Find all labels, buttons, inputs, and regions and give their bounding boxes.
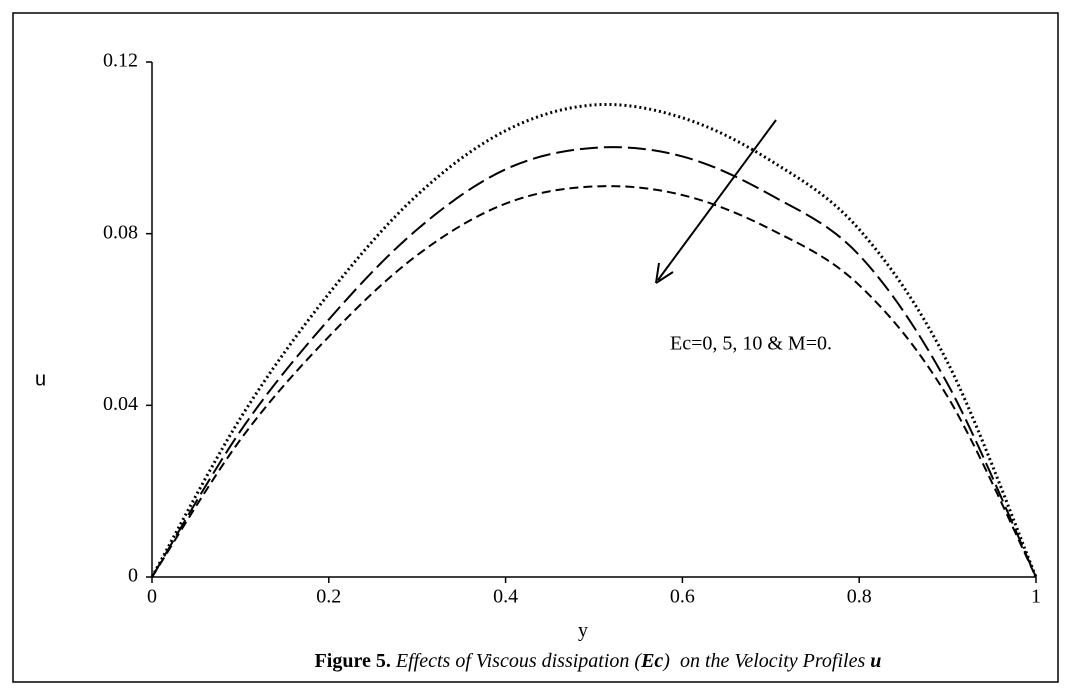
y-tick-label: 0.04 [103, 393, 138, 415]
x-tick-label: 0.4 [493, 586, 518, 608]
y-tick-label: 0 [128, 565, 138, 587]
x-tick-label: 0.6 [670, 586, 695, 608]
caption-part: Figure 5. [315, 650, 391, 672]
x-tick-label: 0.2 [316, 586, 341, 608]
caption-part: u [870, 650, 881, 672]
arrow [655, 119, 777, 284]
y-axis-label: u [35, 368, 46, 390]
y-tick-label: 0.12 [103, 50, 138, 72]
x-tick-label: 0 [147, 586, 157, 608]
caption-part: Effects of Viscous dissipation ( [391, 650, 643, 672]
x-tick-label: 1 [1031, 586, 1041, 608]
frame [12, 12, 1059, 683]
series-line [151, 146, 1037, 578]
y-tick-label: 0.08 [103, 221, 138, 243]
annotation: Ec=0, 5, 10 & M=0. [670, 333, 832, 355]
caption-part: Ec [640, 650, 663, 672]
series-line [151, 185, 1037, 578]
series-line [150, 103, 1038, 578]
caption: Figure 5. Effects of Viscous dissipation… [315, 650, 882, 672]
x-axis-label: y [578, 620, 588, 642]
caption-part: ) on the Velocity Profiles [662, 650, 870, 672]
x-tick-label: 0.8 [847, 586, 872, 608]
